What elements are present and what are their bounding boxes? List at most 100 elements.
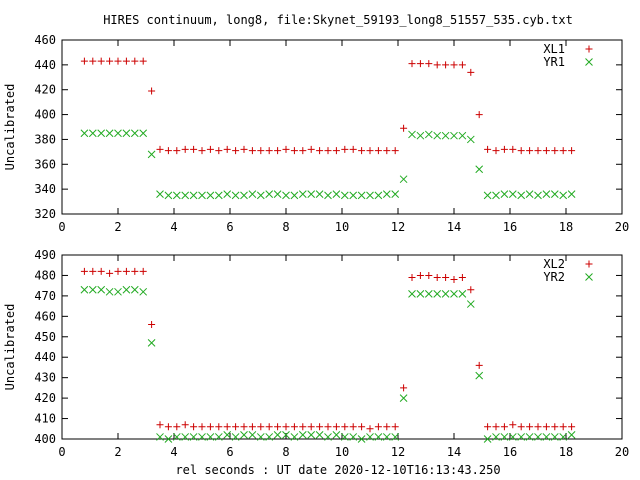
data-point [383, 423, 390, 430]
data-point [434, 61, 441, 68]
data-point [341, 192, 348, 199]
data-point [551, 147, 558, 154]
data-point [115, 58, 122, 65]
data-point [157, 191, 164, 198]
data-point [89, 58, 96, 65]
data-point [81, 268, 88, 275]
y-tick-label: 410 [34, 412, 56, 426]
legend-marker [586, 46, 593, 53]
data-point [375, 147, 382, 154]
data-point [425, 131, 432, 138]
data-point [232, 423, 239, 430]
data-point [173, 192, 180, 199]
data-point [325, 147, 332, 154]
data-point [551, 191, 558, 198]
data-point [560, 147, 567, 154]
y-tick-label: 420 [34, 391, 56, 405]
data-point [316, 431, 323, 438]
data-point [350, 146, 357, 153]
data-point [140, 58, 147, 65]
data-point [283, 423, 290, 430]
data-point [451, 132, 458, 139]
y-tick-label: 320 [34, 207, 56, 221]
data-point [509, 146, 516, 153]
data-point [89, 130, 96, 137]
data-point [501, 423, 508, 430]
data-point [358, 192, 365, 199]
data-point [106, 130, 113, 137]
data-point [392, 191, 399, 198]
data-point [140, 268, 147, 275]
y-tick-label: 380 [34, 132, 56, 146]
data-point [442, 290, 449, 297]
data-point [148, 87, 155, 94]
x-tick-label: 8 [282, 220, 289, 234]
y-tick-label: 440 [34, 58, 56, 72]
data-point [106, 288, 113, 295]
plot-frame [62, 40, 622, 214]
data-point [224, 146, 231, 153]
data-point [131, 268, 138, 275]
data-point [299, 423, 306, 430]
data-point [207, 423, 214, 430]
data-point [367, 147, 374, 154]
data-point [207, 146, 214, 153]
data-point [383, 147, 390, 154]
y-tick-label: 400 [34, 432, 56, 446]
data-point [467, 301, 474, 308]
data-point [190, 423, 197, 430]
data-point [383, 191, 390, 198]
data-point [224, 191, 231, 198]
data-point [535, 423, 542, 430]
x-tick-label: 12 [391, 445, 405, 459]
data-point [526, 423, 533, 430]
x-tick-label: 16 [503, 220, 517, 234]
x-tick-label: 10 [335, 220, 349, 234]
data-point [543, 147, 550, 154]
data-point [131, 130, 138, 137]
data-point [148, 321, 155, 328]
data-point [568, 431, 575, 438]
x-tick-label: 14 [447, 445, 461, 459]
y-tick-label: 470 [34, 289, 56, 303]
data-point [232, 192, 239, 199]
data-point [568, 191, 575, 198]
data-point [417, 290, 424, 297]
data-point [308, 431, 315, 438]
data-point [451, 61, 458, 68]
data-point [283, 146, 290, 153]
data-point [299, 191, 306, 198]
top-panel: 0 2 4 6 8 10 12 14 16 18 20 320 340 360 380 400 420 440 46… [3, 33, 629, 234]
x-tick-label: 18 [559, 220, 573, 234]
data-point [367, 192, 374, 199]
data-point [140, 288, 147, 295]
data-point [257, 423, 264, 430]
data-point [123, 130, 130, 137]
data-point [535, 147, 542, 154]
data-point [350, 192, 357, 199]
data-point [484, 146, 491, 153]
x-tick-label: 16 [503, 445, 517, 459]
data-point [476, 372, 483, 379]
y-axis-label: Uncalibrated [3, 304, 17, 391]
data-point [560, 423, 567, 430]
data-point [207, 192, 214, 199]
y-axis-label: Uncalibrated [3, 84, 17, 171]
data-point [182, 421, 189, 428]
data-point [333, 431, 340, 438]
legend-label: XL1 [543, 42, 565, 56]
data-point [215, 423, 222, 430]
data-point [241, 423, 248, 430]
data-point [417, 60, 424, 67]
data-point [215, 192, 222, 199]
data-point [157, 146, 164, 153]
legend-label: YR2 [543, 270, 565, 284]
data-point [325, 192, 332, 199]
data-point [165, 423, 172, 430]
data-point [165, 192, 172, 199]
data-point [476, 111, 483, 118]
data-point [182, 146, 189, 153]
y-tick-label: 430 [34, 371, 56, 385]
data-point [518, 147, 525, 154]
